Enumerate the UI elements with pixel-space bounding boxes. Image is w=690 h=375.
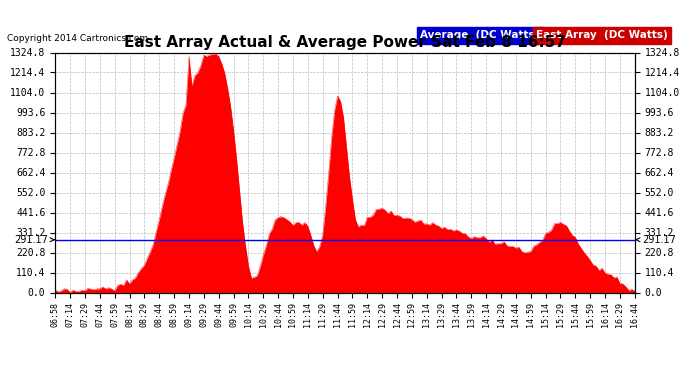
Text: Copyright 2014 Cartronics.com: Copyright 2014 Cartronics.com	[7, 34, 148, 43]
Text: 291.17: 291.17	[14, 235, 54, 245]
Text: 291.17: 291.17	[636, 235, 676, 245]
Text: Average  (DC Watts): Average (DC Watts)	[420, 30, 540, 40]
Title: East Array Actual & Average Power Sat Feb 8 16:57: East Array Actual & Average Power Sat Fe…	[124, 35, 566, 50]
Text: East Array  (DC Watts): East Array (DC Watts)	[536, 30, 668, 40]
